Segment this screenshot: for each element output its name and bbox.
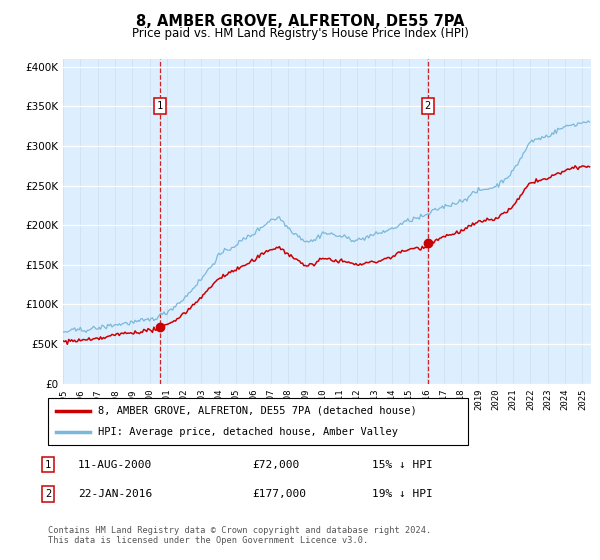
Text: 22-JAN-2016: 22-JAN-2016: [78, 489, 152, 499]
Text: 1: 1: [157, 101, 163, 111]
Text: 19% ↓ HPI: 19% ↓ HPI: [372, 489, 433, 499]
Text: Price paid vs. HM Land Registry's House Price Index (HPI): Price paid vs. HM Land Registry's House …: [131, 27, 469, 40]
Text: £177,000: £177,000: [252, 489, 306, 499]
Text: HPI: Average price, detached house, Amber Valley: HPI: Average price, detached house, Ambe…: [98, 427, 398, 437]
Text: 8, AMBER GROVE, ALFRETON, DE55 7PA: 8, AMBER GROVE, ALFRETON, DE55 7PA: [136, 14, 464, 29]
FancyBboxPatch shape: [48, 398, 468, 445]
Text: 1: 1: [45, 460, 51, 470]
Text: 15% ↓ HPI: 15% ↓ HPI: [372, 460, 433, 470]
Text: 2: 2: [45, 489, 51, 499]
Text: 2: 2: [424, 101, 431, 111]
Text: Contains HM Land Registry data © Crown copyright and database right 2024.
This d: Contains HM Land Registry data © Crown c…: [48, 526, 431, 545]
Text: £72,000: £72,000: [252, 460, 299, 470]
Text: 11-AUG-2000: 11-AUG-2000: [78, 460, 152, 470]
Text: 8, AMBER GROVE, ALFRETON, DE55 7PA (detached house): 8, AMBER GROVE, ALFRETON, DE55 7PA (deta…: [98, 406, 417, 416]
